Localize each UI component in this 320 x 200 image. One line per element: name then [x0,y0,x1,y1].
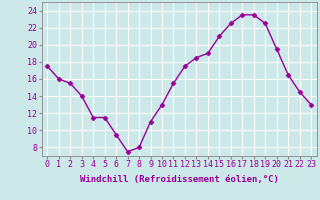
X-axis label: Windchill (Refroidissement éolien,°C): Windchill (Refroidissement éolien,°C) [80,175,279,184]
